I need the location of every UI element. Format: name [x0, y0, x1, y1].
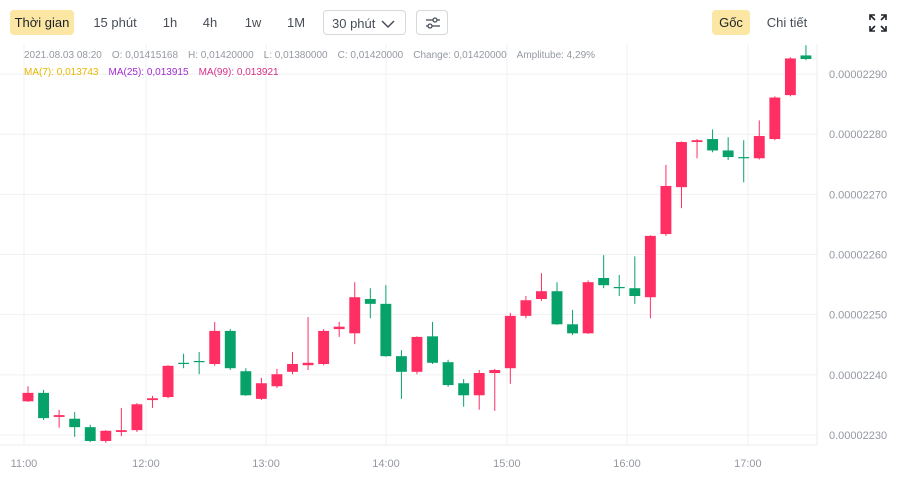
candle-body: [784, 58, 796, 96]
candle-body: [22, 392, 34, 402]
candle-body: [442, 362, 454, 386]
y-tick-label: 0.00002250: [829, 310, 887, 322]
candle-body: [598, 277, 610, 286]
settings-button[interactable]: [416, 10, 448, 35]
x-tick-label: 13:00: [252, 458, 280, 470]
candle-body: [69, 418, 81, 428]
ma-item: MA(7): 0,013743: [24, 67, 99, 78]
interval-dropdown[interactable]: 30 phút: [323, 10, 406, 35]
candle-body: [722, 150, 734, 158]
candle-body: [193, 360, 205, 363]
candle-body: [318, 330, 330, 364]
view-button[interactable]: Chi tiết: [766, 15, 808, 30]
candle-body: [427, 336, 438, 363]
candle-body: [271, 374, 283, 387]
interval-button[interactable]: 1h: [162, 15, 178, 30]
candle-body: [676, 142, 687, 188]
interval-button[interactable]: 15 phút: [93, 15, 137, 30]
view-button[interactable]: Gốc: [712, 10, 750, 35]
candle-body: [489, 370, 501, 374]
x-tick-label: 11:00: [11, 458, 38, 470]
candle-body: [458, 383, 470, 396]
candle-body: [380, 303, 392, 357]
candle-body: [84, 427, 96, 441]
x-tick-label: 15:00: [493, 458, 521, 470]
dropdown-label: 30 phút: [332, 16, 376, 31]
candle-body: [364, 299, 376, 304]
info-item: Change: 0,01420000: [413, 50, 507, 61]
y-tick-label: 0.00002240: [829, 370, 887, 382]
x-tick-label: 14:00: [372, 458, 400, 470]
candle-body: [240, 371, 252, 396]
chevron-icon: [381, 20, 395, 29]
candle-body: [38, 392, 50, 419]
candle-body: [660, 185, 672, 235]
x-tick-label: 12:00: [132, 458, 160, 470]
x-tick-label: 16:00: [613, 458, 641, 470]
info-item: O: 0,01415168: [111, 50, 179, 61]
y-tick-label: 0.00002290: [829, 69, 887, 81]
candle-body: [178, 362, 190, 364]
candle-body: [411, 336, 423, 372]
interval-button[interactable]: 1M: [286, 15, 306, 30]
candle-body: [209, 330, 221, 364]
info-item: C: 0,01420000: [337, 50, 404, 61]
candle-body: [147, 398, 158, 401]
interval-button[interactable]: Thời gian: [10, 10, 74, 35]
info-item: 2021.08.03 08:20: [24, 50, 102, 61]
ma-info: MA(7): 0,013743 MA(25): 0,013915 MA(99): 0…: [24, 67, 279, 78]
y-tick-label: 0.00002280: [829, 129, 887, 141]
candle-body: [131, 404, 143, 431]
settings-icon: [426, 17, 440, 29]
fullscreen-icon[interactable]: [869, 14, 887, 32]
candle-body: [582, 282, 594, 334]
candle-body: [255, 383, 267, 399]
candle-body: [629, 288, 641, 297]
candle-body: [162, 365, 174, 398]
y-tick-label: 0.00002270: [829, 189, 887, 201]
candle-body: [536, 291, 547, 300]
candle-body: [800, 55, 812, 60]
info-item: L: 0,01380000: [263, 50, 328, 61]
x-tick-label: 17:00: [734, 458, 762, 470]
candle-body: [644, 235, 656, 298]
y-tick-label: 0.00002230: [829, 430, 887, 442]
info-item: H: 0,01420000: [188, 50, 254, 61]
ma-item: MA(25): 0,013915: [108, 67, 189, 78]
candle-body: [53, 415, 65, 417]
candle-body: [613, 287, 625, 289]
candle-body: [707, 139, 719, 151]
candle-body: [753, 136, 765, 159]
candle-body: [302, 362, 314, 366]
candle-body: [395, 356, 407, 372]
candle-body: [224, 330, 236, 369]
candle-body: [769, 97, 781, 140]
info-item: Amplitube: 4,29%: [516, 50, 596, 61]
y-tick-label: 0.00002260: [829, 250, 887, 262]
candle-body: [738, 157, 750, 159]
ohlc-info: 2021.08.03 08:20 O: 0,01415168 H: 0,014200…: [24, 50, 595, 61]
candle-body: [349, 297, 361, 334]
ma-item: MA(99): 0,013921: [198, 67, 279, 78]
candle-body: [100, 430, 112, 441]
candle-body: [551, 291, 563, 325]
candle-body: [520, 300, 532, 316]
candle-body: [567, 324, 579, 334]
candle-body: [691, 140, 703, 143]
candle-body: [115, 430, 127, 432]
candle-body: [333, 326, 345, 330]
interval-button[interactable]: 4h: [202, 15, 218, 30]
candle-body: [473, 373, 485, 396]
interval-button[interactable]: 1w: [244, 15, 262, 30]
candle-body: [287, 363, 298, 372]
candle-body: [504, 315, 516, 369]
